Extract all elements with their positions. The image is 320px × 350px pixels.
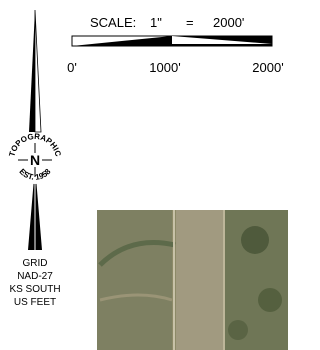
scale-inch: 1" xyxy=(150,15,162,30)
scale-tick-label: 2000' xyxy=(252,60,283,75)
map-legend: SCALE: 1" = 2000' 0' 1000' 2000' TOPOGRA… xyxy=(0,0,288,350)
projection-line: US FEET xyxy=(14,297,56,308)
scale-label: SCALE: xyxy=(90,15,136,30)
scale-bar xyxy=(72,36,272,46)
scale-equals: = xyxy=(186,15,194,30)
projection-line: NAD-27 xyxy=(17,271,53,282)
compass-letter: N xyxy=(30,152,40,168)
scale-tick-label: 0' xyxy=(67,60,77,75)
scale-tick-label: 1000' xyxy=(149,60,180,75)
aerial-image xyxy=(97,210,288,350)
north-arrow xyxy=(11,10,59,250)
projection-line: KS SOUTH xyxy=(9,284,60,295)
scale-distance: 2000' xyxy=(213,15,244,30)
projection-line: GRID xyxy=(23,258,48,269)
